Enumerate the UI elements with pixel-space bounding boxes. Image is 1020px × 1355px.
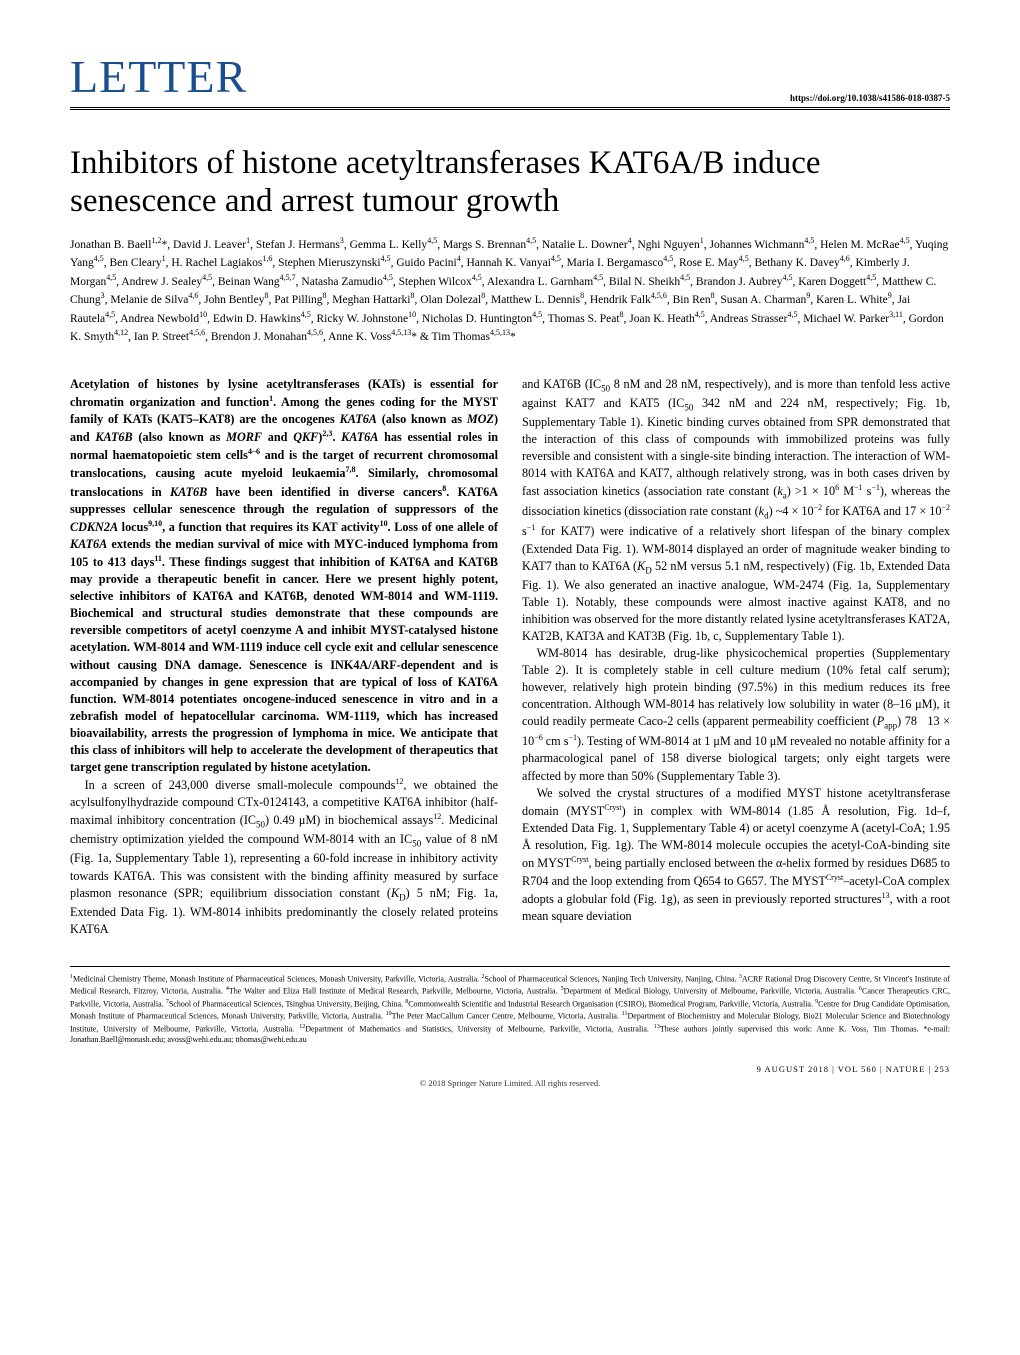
body-columns: Acetylation of histones by lysine acetyl… <box>70 376 950 938</box>
body-para-right-3: We solved the crystal structures of a mo… <box>522 785 950 926</box>
article-title: Inhibitors of histone acetyltransferases… <box>70 145 950 221</box>
body-para-1: In a screen of 243,000 diverse small-mol… <box>70 776 498 938</box>
abstract: Acetylation of histones by lysine acetyl… <box>70 376 498 776</box>
copyright: © 2018 Springer Nature Limited. All righ… <box>70 1078 950 1088</box>
author-list: Jonathan B. Baell1,2*, David J. Leaver1,… <box>70 235 950 346</box>
section-label: LETTER <box>70 50 247 103</box>
affiliations: 1Medicinal Chemistry Theme, Monash Insti… <box>70 966 950 1046</box>
page-footer: 9 AUGUST 2018 | VOL 560 | NATURE | 253 <box>70 1064 950 1074</box>
body-para-right-2: WM-8014 has desirable, drug-like physico… <box>522 645 950 785</box>
letter-header: LETTER https://doi.org/10.1038/s41586-01… <box>70 50 950 110</box>
doi-link[interactable]: https://doi.org/10.1038/s41586-018-0387-… <box>790 93 950 103</box>
body-para-right-1: and KAT6B (IC50 8 nM and 28 nM, respecti… <box>522 376 950 645</box>
